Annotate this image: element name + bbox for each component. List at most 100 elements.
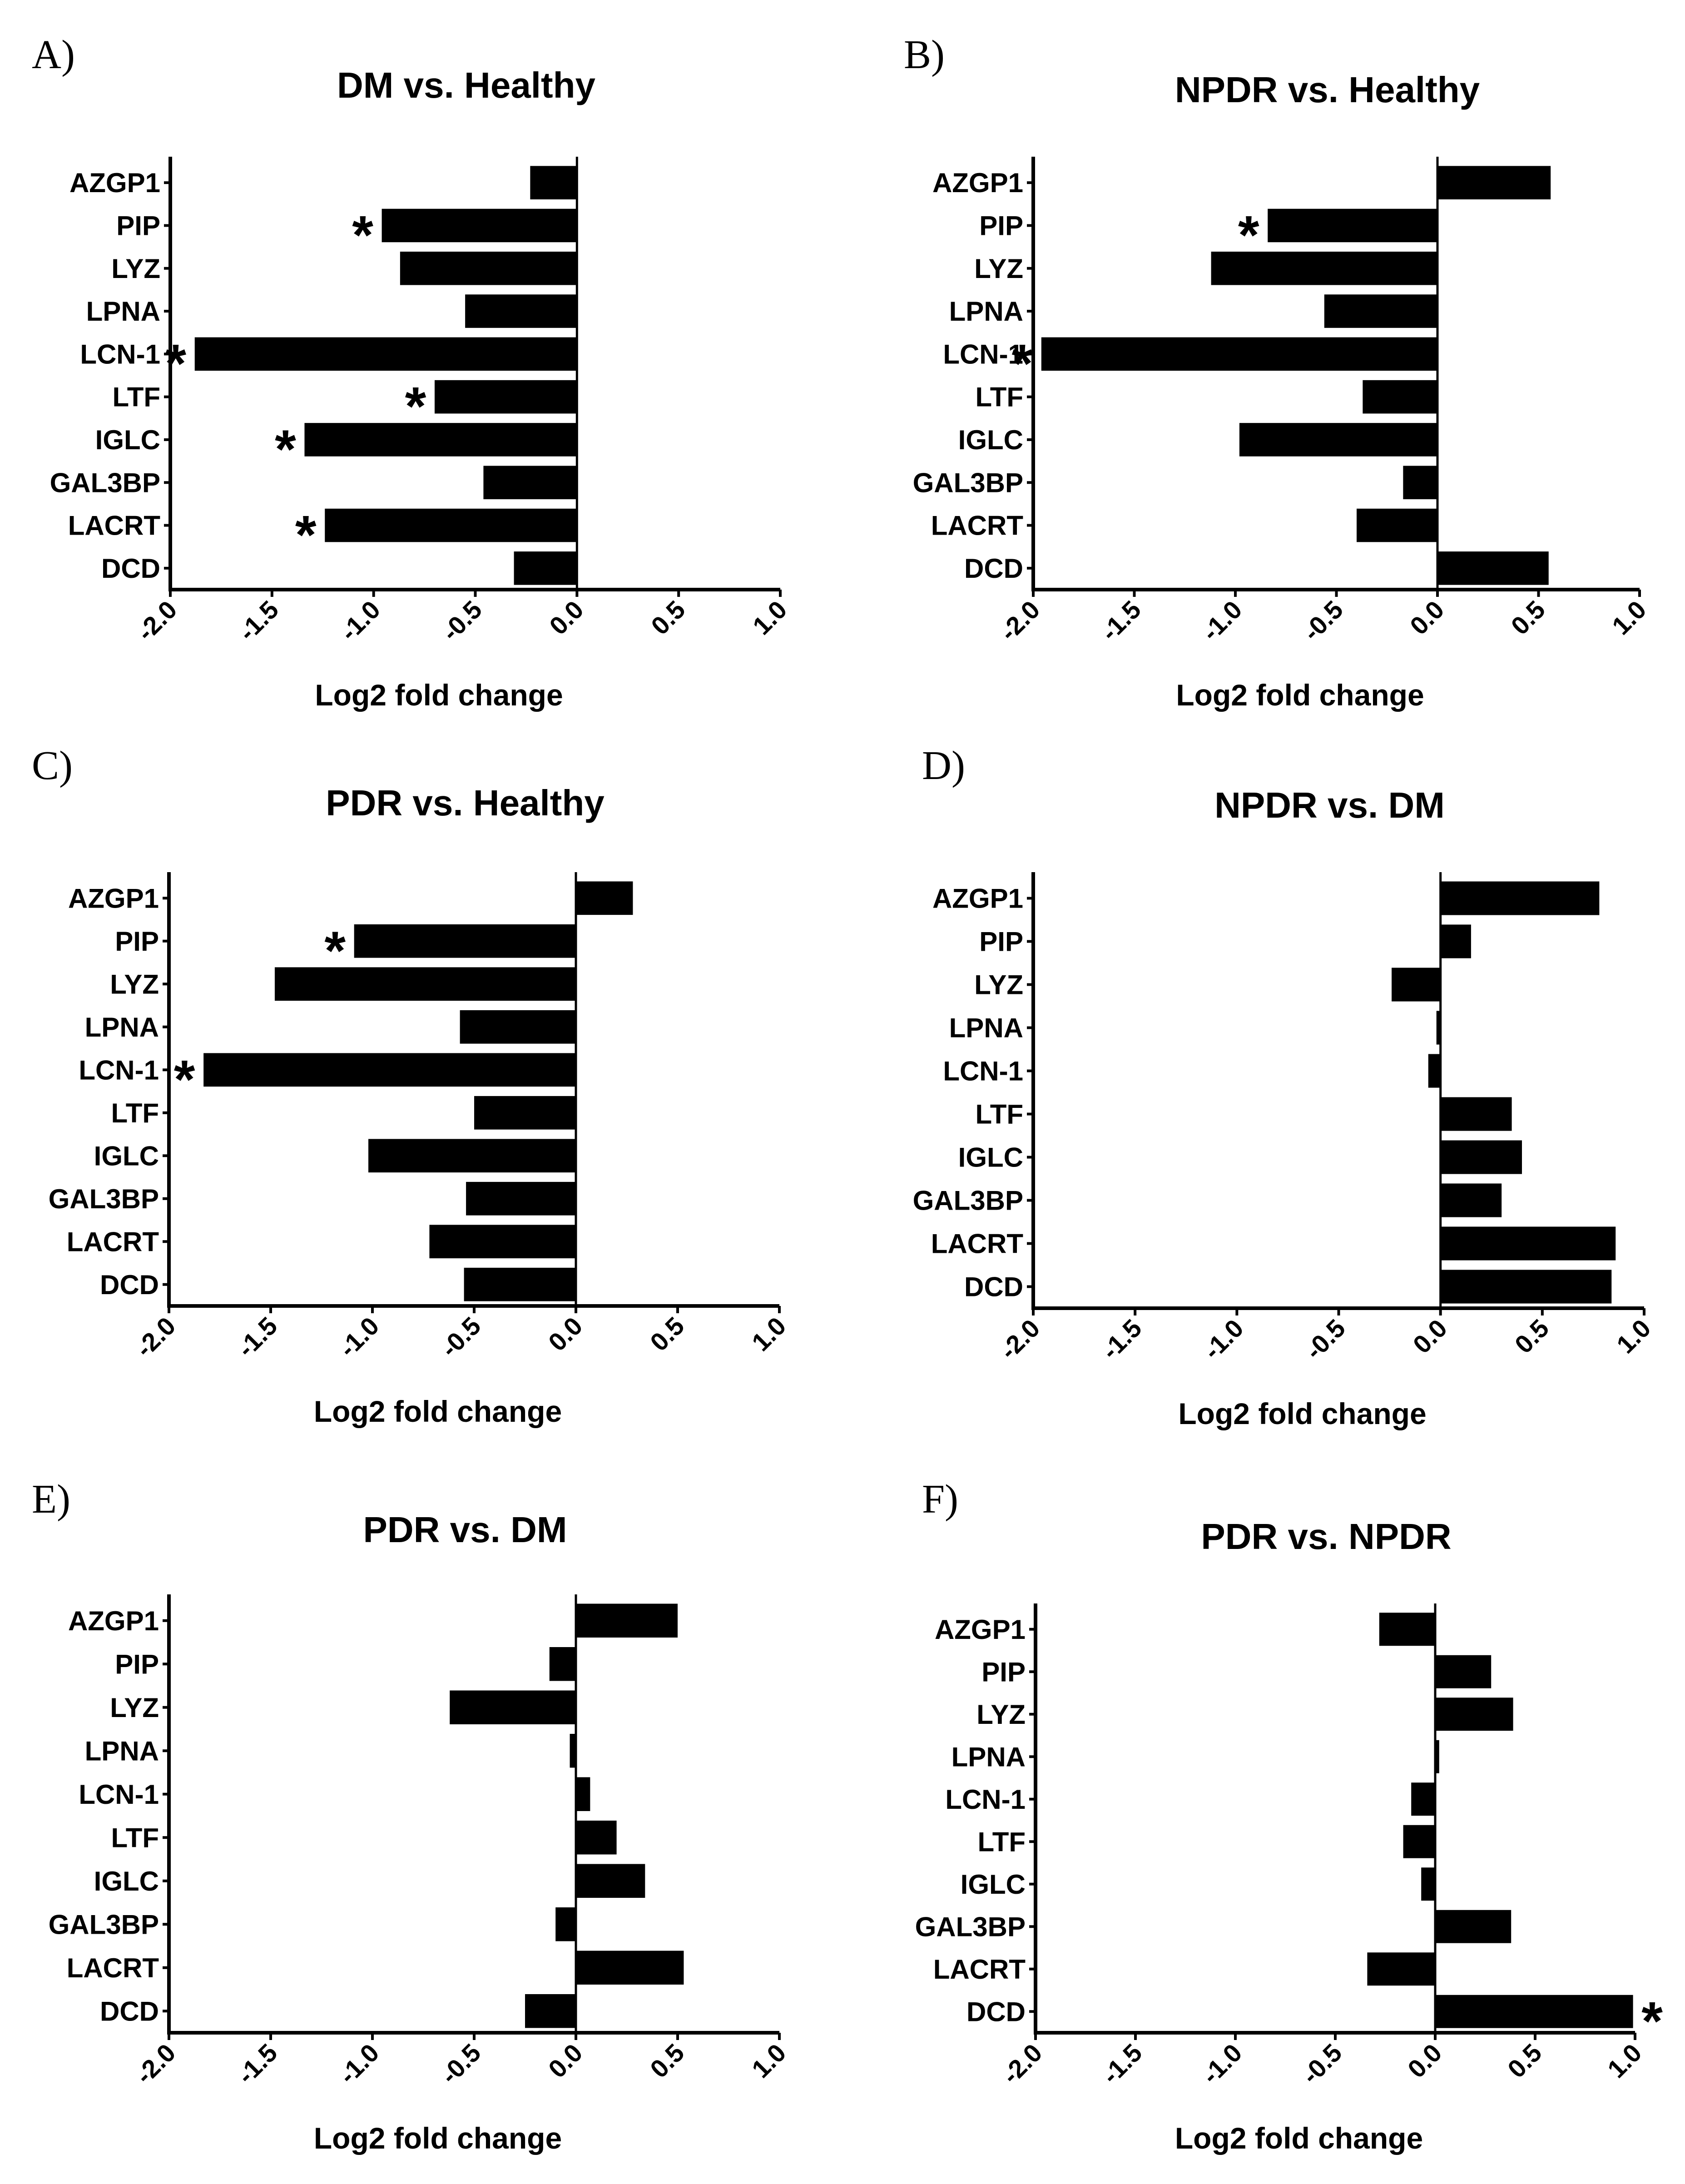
x-axis-label: Log2 fold change: [315, 678, 563, 712]
x-tick-label: 0.5: [645, 595, 691, 640]
category-label: LYZ: [974, 253, 1023, 284]
bar-dcd: [1437, 551, 1549, 585]
category-label: DCD: [100, 1996, 159, 2026]
category-label: PIP: [979, 210, 1023, 241]
bar-gal3bp: [1435, 1910, 1512, 1943]
significance-star: *: [275, 419, 296, 480]
bar-lyz: [400, 251, 577, 285]
x-tick-label: 0.5: [1502, 2038, 1547, 2084]
significance-star: *: [1011, 333, 1033, 394]
panel-label: A): [32, 32, 75, 77]
category-label: LYZ: [976, 1699, 1026, 1730]
x-tick-label: 1.0: [747, 595, 793, 640]
bar-lacrt: [1367, 1952, 1435, 1986]
bar-azgp1: [576, 1603, 678, 1638]
category-label: AZGP1: [68, 1606, 159, 1636]
bar-azgp1: [1437, 166, 1551, 199]
bar-azgp1: [1440, 881, 1600, 915]
bar-gal3bp: [1403, 466, 1437, 500]
category-label: LCN-1: [945, 1784, 1026, 1815]
chart-title: PDR vs. Healthy: [326, 783, 605, 823]
x-tick-label: 0.5: [644, 2038, 690, 2084]
category-label: LCN-1: [80, 339, 160, 369]
bar-lpna: [1435, 1740, 1439, 1773]
bar-pip: [549, 1647, 576, 1681]
x-tick-label: 0.0: [544, 595, 589, 640]
bar-lcn-1: [1041, 337, 1437, 371]
category-label: PIP: [116, 210, 160, 241]
category-label: LCN-1: [943, 339, 1023, 369]
bar-lcn-1: [194, 337, 577, 371]
bar-iglc: [304, 423, 577, 457]
bar-iglc: [368, 1139, 576, 1173]
bar-azgp1: [530, 166, 577, 199]
category-label: AZGP1: [932, 884, 1023, 914]
bar-gal3bp: [555, 1907, 576, 1941]
category-label: LYZ: [111, 253, 160, 284]
category-label: GAL3BP: [915, 1911, 1026, 1942]
bar-lyz: [1211, 251, 1437, 285]
category-label: GAL3BP: [913, 467, 1023, 498]
category-label: LTF: [111, 1098, 159, 1128]
bar-lyz: [1392, 968, 1441, 1002]
bar-pip: [382, 208, 577, 243]
x-tick-label: -1.0: [1198, 1314, 1249, 1365]
chart-panel-4: D) NPDR vs. DM AZGP1 PIP LYZ LPNA LCN-1 LTF IGLC…: [913, 743, 1656, 1430]
significance-star: *: [1641, 1990, 1663, 2051]
category-label: DCD: [966, 1996, 1026, 2027]
bar-iglc: [1239, 423, 1437, 457]
x-tick-label: -0.5: [1299, 1314, 1351, 1365]
x-tick-label: 0.5: [1509, 1314, 1555, 1359]
panel-label: B): [904, 32, 945, 77]
category-label: IGLC: [958, 425, 1023, 455]
category-label: LTF: [113, 382, 161, 412]
category-label: LPNA: [85, 1736, 159, 1766]
category-label: GAL3BP: [49, 1909, 159, 1940]
x-tick-label: -0.5: [435, 1311, 486, 1363]
bar-lpna: [1436, 1011, 1441, 1045]
category-label: DCD: [964, 553, 1023, 584]
bar-pip: [354, 924, 576, 958]
bar-lpna: [465, 294, 577, 328]
category-label: LACRT: [67, 1226, 159, 1257]
bar-lcn-1: [576, 1777, 590, 1811]
x-tick-label: -1.0: [333, 2038, 385, 2090]
bar-dcd: [525, 1994, 576, 2028]
category-label: LYZ: [974, 970, 1023, 1000]
category-label: LPNA: [952, 1742, 1026, 1772]
x-tick-label: -2.0: [994, 1314, 1046, 1365]
chart-panel-6: F) PDR vs. NPDR * AZGP1 PIP LYZ LPNA LCN-1 LTF IG…: [915, 1477, 1663, 2155]
significance-star: *: [165, 333, 186, 394]
bar-lacrt: [429, 1225, 576, 1259]
category-label: AZGP1: [68, 883, 159, 913]
x-tick-label: -1.5: [232, 1311, 283, 1363]
category-label: LACRT: [933, 1954, 1026, 1985]
category-label: GAL3BP: [50, 467, 160, 498]
bar-ltf: [474, 1096, 576, 1130]
x-tick-label: 0.0: [1407, 1314, 1453, 1359]
category-label: LACRT: [931, 511, 1023, 541]
bar-dcd: [514, 551, 577, 585]
bar-dcd: [464, 1267, 576, 1301]
x-tick-label: 0.5: [644, 1311, 690, 1357]
bar-dcd: [1435, 1995, 1633, 2028]
x-tick-label: -0.5: [1297, 595, 1348, 646]
category-label: LPNA: [85, 1012, 159, 1042]
chart-title: NPDR vs. Healthy: [1175, 69, 1480, 110]
bar-gal3bp: [466, 1181, 576, 1216]
category-label: IGLC: [94, 1141, 159, 1171]
x-tick-label: -1.5: [233, 595, 284, 646]
bar-dcd: [1440, 1270, 1612, 1304]
x-tick-label: 1.0: [1602, 2038, 1647, 2084]
category-label: LACRT: [67, 1953, 159, 1983]
bar-lacrt: [1357, 508, 1437, 542]
bar-lacrt: [576, 1951, 684, 1985]
x-tick-label: 1.0: [1606, 595, 1652, 640]
panel-label: F): [922, 1477, 958, 1522]
x-axis-label: Log2 fold change: [314, 2121, 562, 2155]
x-tick-label: -2.0: [130, 1311, 181, 1363]
category-label: LCN-1: [79, 1779, 159, 1810]
bar-lpna: [460, 1010, 576, 1044]
bar-pip: [1435, 1655, 1492, 1688]
